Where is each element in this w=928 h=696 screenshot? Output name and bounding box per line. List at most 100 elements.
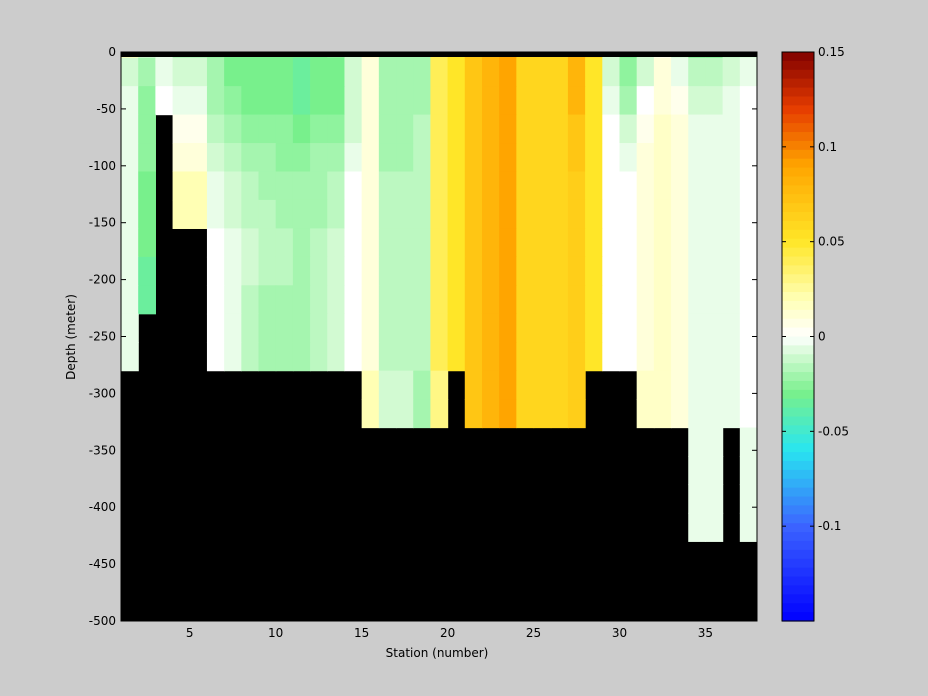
heatmap-cell (121, 171, 139, 201)
heatmap-cell (327, 114, 346, 144)
y-tick-label: -500 (89, 614, 116, 628)
heatmap-cell (310, 285, 328, 315)
heatmap-cell (327, 143, 346, 173)
colorbar-swatch (782, 274, 814, 284)
heatmap-cell (705, 313, 724, 343)
heatmap-cell (636, 199, 655, 229)
heatmap-cell (396, 114, 414, 144)
heatmap-cell (344, 114, 363, 144)
heatmap-cell (499, 199, 517, 229)
heatmap-cell (430, 342, 449, 372)
heatmap-cell (327, 57, 346, 87)
heatmap-cell (567, 285, 586, 315)
heatmap-cell (121, 143, 139, 173)
heatmap-cell (688, 399, 707, 429)
colorbar-swatch (782, 87, 814, 98)
heatmap-cell (121, 114, 139, 144)
colorbar-swatch (782, 540, 814, 551)
colorbar-tick-label: -0.1 (818, 519, 841, 533)
heatmap-cell (258, 114, 277, 144)
heatmap-cell (258, 342, 277, 372)
colorbar: 0.15 0.1 0.05 0 -0.05 -0.1 (781, 45, 849, 622)
heatmap-cell (619, 342, 638, 372)
heatmap-cell (447, 199, 466, 229)
x-tick-label: 10 (268, 626, 283, 640)
colorbar-swatch (782, 123, 814, 133)
heatmap-cell (292, 199, 311, 229)
heatmap-cell (688, 455, 707, 486)
heatmap-cell (481, 86, 500, 116)
colorbar-swatch (782, 114, 814, 124)
heatmap-cell (653, 313, 672, 343)
colorbar-swatch (782, 612, 814, 622)
heatmap-cell (739, 399, 758, 429)
heatmap-cell (361, 370, 380, 400)
heatmap-cell (585, 143, 603, 173)
heatmap-cell (653, 285, 672, 315)
heatmap-cell (739, 143, 758, 173)
heatmap-cell (653, 370, 672, 400)
heatmap-cell (722, 313, 741, 343)
heatmap-cell (739, 199, 758, 229)
colorbar-swatch (782, 567, 814, 578)
heatmap-cell (516, 171, 535, 201)
heatmap-cell (464, 143, 483, 173)
heatmap-cell (688, 313, 707, 343)
heatmap-cell (705, 57, 724, 87)
heatmap-cell (585, 171, 603, 201)
heatmap-cell (189, 199, 208, 229)
y-tick-label: -300 (89, 386, 116, 400)
colorbar-swatch (782, 167, 814, 178)
heatmap-cell (516, 370, 535, 400)
colorbar-swatch (782, 532, 814, 542)
heatmap-cell (688, 370, 707, 400)
heatmap-cell (327, 285, 346, 315)
heatmap-cell (378, 57, 397, 87)
heatmap-cell (567, 370, 586, 400)
heatmap-cell (447, 228, 466, 258)
heatmap-cell (688, 86, 707, 116)
heatmap-cell (499, 342, 517, 372)
heatmap-cell (447, 256, 466, 286)
heatmap-cell (413, 171, 432, 201)
heatmap-cell (413, 399, 432, 429)
heatmap-cell (396, 285, 414, 315)
colorbar-swatch (782, 407, 814, 418)
heatmap-cell (636, 370, 655, 400)
heatmap-cell (550, 86, 569, 116)
heatmap-cell (739, 427, 758, 457)
heatmap-cell (138, 86, 156, 116)
y-tick-label: -350 (89, 443, 116, 457)
heatmap-cell (464, 285, 483, 315)
heatmap-cell (464, 370, 483, 400)
heatmap-cell (396, 228, 414, 258)
heatmap-cell (121, 285, 139, 315)
heatmap-cell (361, 342, 380, 372)
heatmap-cell (138, 285, 156, 315)
heatmap-cell (344, 171, 363, 201)
heatmap-cell (224, 171, 242, 201)
heatmap-cell (447, 143, 466, 173)
heatmap-cell (258, 57, 277, 87)
heatmap-cell (361, 86, 380, 116)
heatmap-cell (602, 199, 621, 229)
heatmap-cell (292, 57, 311, 87)
heatmap-cell (464, 228, 483, 258)
heatmap-cells (121, 52, 758, 542)
heatmap-cell (344, 313, 363, 343)
heatmap-cell (653, 342, 672, 372)
heatmap-cell (705, 370, 724, 400)
colorbar-swatch (782, 487, 814, 498)
heatmap-cell (258, 171, 277, 201)
colorbar-swatch (782, 345, 814, 355)
heatmap-cell (619, 285, 638, 315)
heatmap-cell (567, 199, 586, 229)
colorbar-swatch (782, 576, 814, 587)
heatmap-cell (361, 256, 380, 286)
heatmap-cell (155, 57, 174, 87)
heatmap-cell (396, 86, 414, 116)
heatmap-cell (739, 57, 758, 87)
heatmap-cell (585, 313, 603, 343)
surface-line (121, 52, 757, 57)
